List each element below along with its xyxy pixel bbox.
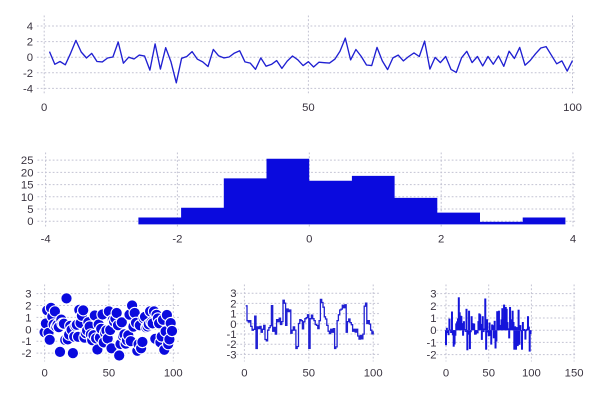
svg-text:0: 0: [230, 319, 236, 331]
svg-text:150: 150: [565, 367, 584, 379]
svg-text:0: 0: [430, 325, 436, 337]
svg-text:1: 1: [230, 309, 236, 321]
svg-text:2: 2: [27, 37, 33, 49]
svg-text:-1: -1: [426, 337, 436, 349]
svg-text:50: 50: [303, 367, 316, 379]
svg-text:1: 1: [25, 312, 31, 324]
svg-text:25: 25: [21, 155, 34, 167]
svg-text:10: 10: [21, 192, 34, 204]
svg-text:2: 2: [230, 298, 236, 310]
svg-text:2: 2: [438, 234, 444, 246]
svg-text:2: 2: [430, 301, 436, 313]
svg-text:-2: -2: [21, 348, 31, 360]
svg-text:100: 100: [522, 367, 541, 379]
svg-text:15: 15: [21, 180, 34, 192]
svg-text:20: 20: [21, 167, 34, 179]
svg-text:0: 0: [306, 234, 312, 246]
svg-text:100: 100: [364, 367, 383, 379]
svg-text:0: 0: [443, 367, 449, 379]
svg-text:-2: -2: [172, 234, 182, 246]
svg-text:0: 0: [25, 324, 31, 336]
svg-text:3: 3: [230, 288, 236, 300]
svg-text:100: 100: [563, 102, 582, 114]
svg-text:0: 0: [27, 52, 33, 64]
svg-text:1: 1: [430, 313, 436, 325]
svg-text:0: 0: [27, 216, 33, 228]
svg-text:-1: -1: [21, 336, 31, 348]
svg-text:0: 0: [41, 367, 47, 379]
svg-text:-1: -1: [226, 329, 236, 341]
svg-text:-3: -3: [226, 349, 236, 361]
svg-text:4: 4: [27, 21, 33, 33]
svg-text:-2: -2: [426, 350, 436, 362]
svg-text:100: 100: [164, 367, 183, 379]
svg-text:50: 50: [482, 367, 495, 379]
svg-text:0: 0: [241, 367, 247, 379]
svg-text:-4: -4: [41, 234, 51, 246]
svg-text:50: 50: [103, 367, 116, 379]
svg-text:-2: -2: [226, 339, 236, 351]
svg-text:0: 0: [41, 102, 47, 114]
svg-text:5: 5: [27, 204, 33, 216]
svg-text:3: 3: [430, 289, 436, 301]
svg-text:4: 4: [570, 234, 576, 246]
svg-text:2: 2: [25, 301, 31, 313]
svg-text:50: 50: [302, 102, 315, 114]
svg-text:-2: -2: [23, 68, 33, 80]
svg-text:3: 3: [25, 289, 31, 301]
svg-text:-4: -4: [23, 83, 33, 95]
